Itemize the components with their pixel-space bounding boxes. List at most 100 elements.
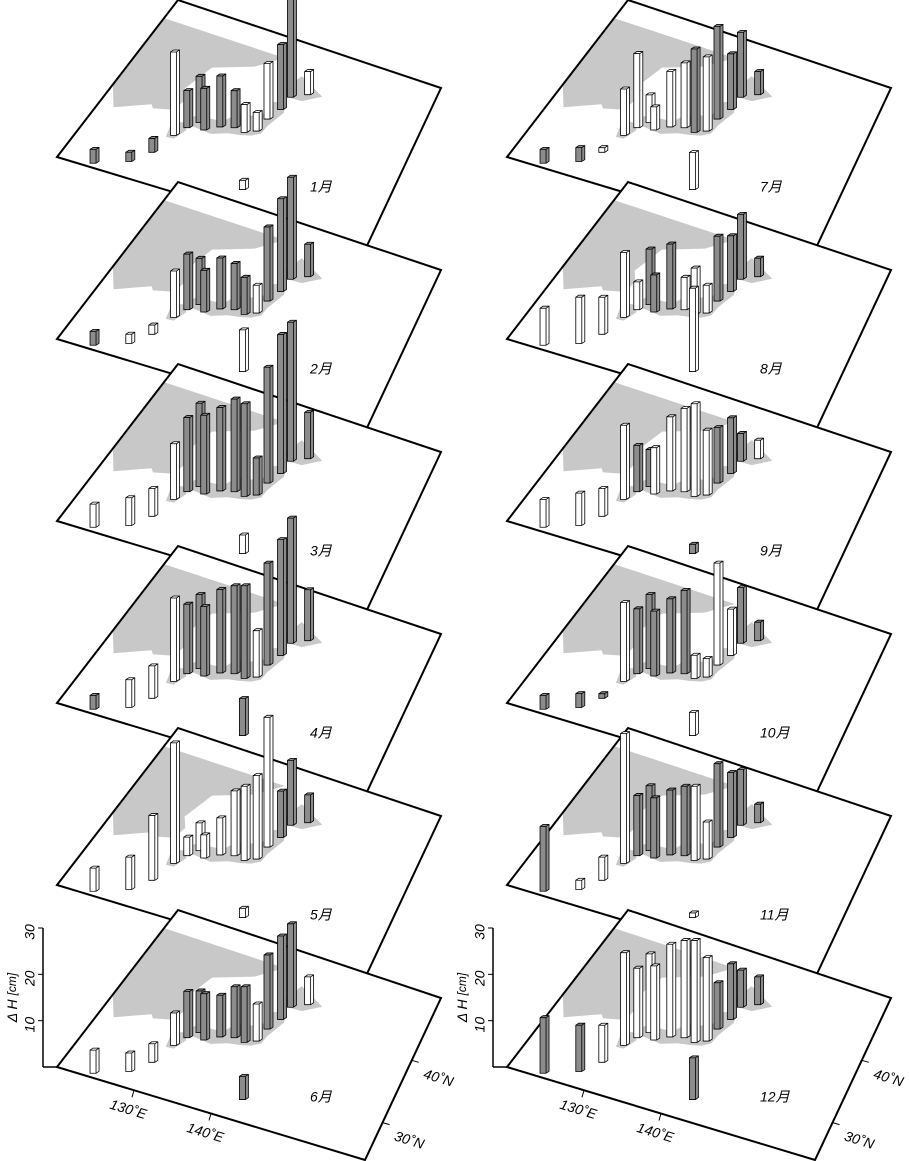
bar xyxy=(170,268,180,318)
bar xyxy=(754,255,765,278)
bar-edge xyxy=(691,46,701,133)
bar xyxy=(539,824,550,892)
bar xyxy=(263,952,274,1030)
bar-edge xyxy=(231,583,241,674)
bar xyxy=(633,965,644,1039)
y-tick xyxy=(382,1122,390,1126)
bar-edge xyxy=(703,54,713,132)
bar-edge xyxy=(90,501,100,528)
bar xyxy=(277,332,287,474)
bar-edge xyxy=(277,42,287,110)
bar-edge xyxy=(650,963,660,1041)
bar xyxy=(713,761,724,848)
bar xyxy=(650,445,661,495)
bar-edge xyxy=(263,364,274,484)
bar-edge xyxy=(263,715,274,848)
bar xyxy=(539,497,550,528)
bar-edge xyxy=(253,110,263,132)
bar-edge xyxy=(287,319,297,462)
land xyxy=(112,200,285,292)
bar-edge xyxy=(287,921,297,1008)
bar-edge xyxy=(293,0,294,98)
bar xyxy=(252,773,263,860)
bar-edge xyxy=(737,431,747,462)
bar xyxy=(702,955,713,1042)
bar-edge xyxy=(231,396,241,492)
bar-edge xyxy=(713,233,724,302)
bar xyxy=(287,319,297,462)
bar-edge xyxy=(263,952,274,1030)
bar-edge xyxy=(691,401,701,497)
bar xyxy=(287,757,297,826)
bar xyxy=(304,792,315,824)
bar xyxy=(727,51,737,110)
bar-edge xyxy=(200,267,210,313)
bar-edge xyxy=(183,415,194,492)
y-tick xyxy=(411,1059,419,1063)
y-tick-label: 40˚N xyxy=(872,1065,907,1089)
bar-edge xyxy=(666,787,677,855)
bar xyxy=(216,992,227,1038)
bar-edge xyxy=(216,992,227,1037)
bar-edge xyxy=(598,294,609,335)
bar xyxy=(688,285,699,372)
bar xyxy=(183,88,194,129)
panel: 12月 10 20 30 Δ H [cm] 130˚E 140˚E 30˚N 40˚N xyxy=(454,908,907,1161)
panel-border xyxy=(55,908,443,1161)
bar xyxy=(690,46,701,133)
bar xyxy=(690,652,701,679)
bar xyxy=(200,412,211,495)
bar-edge xyxy=(241,274,251,315)
x-tick-label: 140˚E xyxy=(185,1119,226,1145)
bar xyxy=(666,941,677,1038)
y-tick xyxy=(861,1059,869,1063)
bar-edge xyxy=(650,608,660,677)
bar xyxy=(754,974,765,1006)
bar-edge xyxy=(263,560,274,666)
bar-edge xyxy=(216,405,227,491)
bar-edge xyxy=(713,560,724,666)
bar xyxy=(688,709,699,736)
bar-edge xyxy=(183,88,194,128)
bar-edge xyxy=(754,974,764,1005)
bar xyxy=(216,815,227,856)
bar-edge xyxy=(170,1010,180,1046)
bar-edge xyxy=(90,865,100,892)
bar-edge xyxy=(216,255,227,309)
bar xyxy=(230,583,241,675)
bar-edge xyxy=(737,967,747,1008)
bar-edge xyxy=(239,177,249,190)
bar-edge xyxy=(253,282,263,314)
bar xyxy=(148,1041,159,1063)
bar xyxy=(680,274,691,311)
bar-edge xyxy=(148,322,159,335)
bar-edge xyxy=(253,773,263,860)
bar-edge xyxy=(598,1022,609,1063)
bar xyxy=(304,409,315,460)
bar xyxy=(702,54,713,132)
bar-edge xyxy=(633,606,644,674)
bar xyxy=(125,854,136,890)
bar-edge xyxy=(633,51,644,128)
bar-edge xyxy=(540,497,550,528)
bar xyxy=(690,401,701,497)
bar xyxy=(727,233,737,292)
bar xyxy=(287,174,297,280)
bar xyxy=(240,274,251,315)
bar xyxy=(727,606,737,656)
bar-edge xyxy=(691,783,701,861)
bar xyxy=(737,211,747,280)
bar xyxy=(598,294,609,335)
bar-edge xyxy=(239,696,249,736)
bar-edge xyxy=(253,455,263,496)
bar-edge xyxy=(148,1041,159,1063)
bar-edge xyxy=(754,69,764,95)
bar xyxy=(170,1010,180,1046)
bar-edge xyxy=(183,989,194,1038)
bar-edge xyxy=(737,30,747,98)
bar xyxy=(148,486,159,517)
bar xyxy=(170,441,180,500)
land xyxy=(562,382,735,474)
bar xyxy=(125,677,136,708)
bar-edge xyxy=(277,196,287,292)
